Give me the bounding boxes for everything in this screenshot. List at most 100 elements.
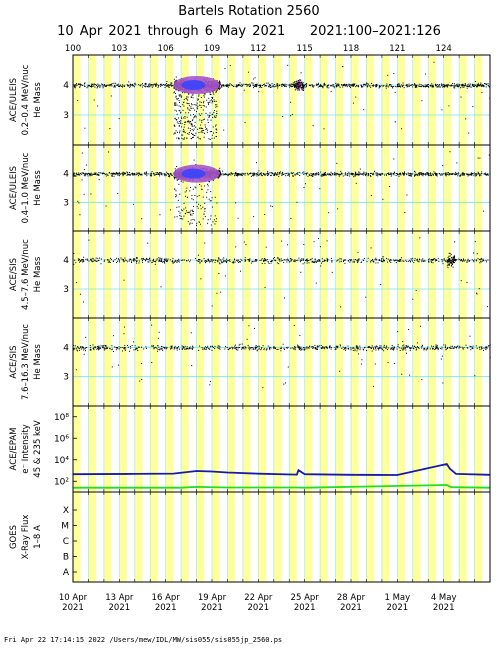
data-point bbox=[155, 174, 156, 175]
data-point bbox=[153, 259, 154, 260]
stripe bbox=[444, 231, 452, 318]
data-point bbox=[213, 180, 214, 181]
data-point bbox=[321, 174, 322, 175]
data-point bbox=[322, 258, 323, 259]
stripe bbox=[374, 318, 382, 406]
data-point bbox=[129, 260, 130, 261]
data-point bbox=[176, 262, 177, 263]
data-point bbox=[198, 255, 199, 256]
data-point bbox=[172, 175, 173, 176]
data-point bbox=[433, 62, 434, 63]
data-point bbox=[177, 132, 178, 133]
data-point bbox=[302, 89, 303, 90]
data-point bbox=[355, 173, 356, 174]
data-point bbox=[176, 207, 177, 208]
data-point bbox=[292, 86, 293, 87]
data-point bbox=[176, 77, 177, 78]
data-point bbox=[404, 174, 405, 175]
data-point bbox=[290, 86, 291, 87]
data-point bbox=[270, 172, 271, 173]
stripe bbox=[459, 231, 467, 318]
data-point bbox=[181, 216, 182, 217]
data-point bbox=[441, 85, 442, 86]
data-point bbox=[140, 174, 141, 175]
data-point bbox=[127, 261, 128, 262]
stripe bbox=[482, 145, 490, 231]
data-point bbox=[220, 263, 221, 264]
data-point bbox=[150, 84, 151, 85]
data-point bbox=[100, 172, 101, 173]
data-point bbox=[295, 260, 296, 261]
data-point bbox=[292, 173, 293, 174]
data-point bbox=[176, 96, 177, 97]
data-point bbox=[272, 83, 273, 84]
data-point bbox=[122, 259, 123, 260]
data-point bbox=[460, 176, 461, 177]
data-point bbox=[199, 259, 200, 260]
data-point bbox=[297, 85, 298, 86]
data-point bbox=[452, 259, 453, 260]
data-point bbox=[192, 97, 193, 98]
data-point bbox=[462, 175, 463, 176]
data-point bbox=[327, 261, 328, 262]
data-point bbox=[463, 87, 464, 88]
data-point bbox=[379, 87, 380, 88]
data-point bbox=[209, 115, 210, 116]
data-point bbox=[192, 95, 193, 96]
data-point bbox=[183, 117, 184, 118]
data-point bbox=[301, 72, 302, 73]
data-point bbox=[94, 87, 95, 88]
data-point bbox=[333, 85, 334, 86]
stripe bbox=[158, 55, 166, 145]
data-point bbox=[315, 261, 316, 262]
data-point bbox=[404, 173, 405, 174]
data-point bbox=[118, 259, 119, 260]
data-point bbox=[214, 110, 215, 111]
data-point bbox=[461, 280, 462, 281]
data-point bbox=[451, 262, 452, 263]
data-point bbox=[106, 86, 107, 87]
stripe bbox=[366, 55, 374, 145]
data-point bbox=[83, 257, 84, 258]
data-point bbox=[412, 299, 413, 300]
data-point bbox=[463, 173, 464, 174]
data-point bbox=[481, 258, 482, 259]
data-point bbox=[444, 87, 445, 88]
stripe bbox=[173, 145, 181, 231]
data-point bbox=[295, 85, 296, 86]
data-point bbox=[205, 127, 206, 128]
data-point bbox=[307, 259, 308, 260]
data-point bbox=[477, 253, 478, 254]
data-point bbox=[97, 258, 98, 259]
data-point bbox=[251, 82, 252, 83]
data-point bbox=[327, 240, 328, 241]
data-point bbox=[277, 84, 278, 85]
data-point bbox=[168, 86, 169, 87]
data-point bbox=[204, 185, 205, 186]
data-point bbox=[94, 260, 95, 261]
data-point bbox=[139, 85, 140, 86]
data-point bbox=[221, 174, 222, 175]
data-point bbox=[217, 261, 218, 262]
data-point bbox=[80, 84, 81, 85]
data-point bbox=[274, 173, 275, 174]
data-point bbox=[420, 174, 421, 175]
data-point bbox=[460, 87, 461, 88]
data-point bbox=[84, 169, 85, 170]
data-point bbox=[480, 261, 481, 262]
data-point bbox=[211, 350, 212, 351]
stripe bbox=[297, 55, 305, 145]
data-point bbox=[349, 86, 350, 87]
data-point bbox=[240, 175, 241, 176]
data-point bbox=[148, 259, 149, 260]
data-point bbox=[424, 260, 425, 261]
data-point bbox=[115, 259, 116, 260]
data-point bbox=[201, 113, 202, 114]
data-point bbox=[425, 175, 426, 176]
data-point bbox=[332, 174, 333, 175]
data-point bbox=[235, 173, 236, 174]
data-point bbox=[271, 175, 272, 176]
data-point bbox=[147, 261, 148, 262]
data-point bbox=[327, 258, 328, 259]
data-point bbox=[380, 174, 381, 175]
